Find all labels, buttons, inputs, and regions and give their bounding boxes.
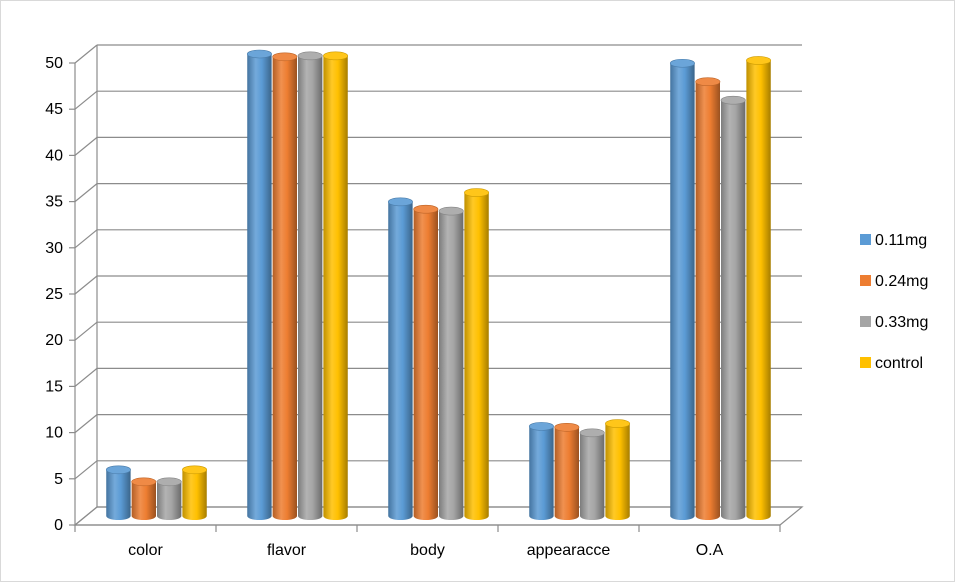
bar-layer xyxy=(105,49,772,521)
bar-control-flavor xyxy=(323,51,349,521)
bar-0-33mg-flavor xyxy=(297,51,323,521)
legend-swatch-control xyxy=(860,357,871,368)
y-tick-label-15: 15 xyxy=(45,378,63,395)
gridline-depth-40 xyxy=(74,136,98,156)
bar-0-33mg-appearacce xyxy=(579,428,605,520)
gridline-depth-5 xyxy=(74,460,98,480)
y-tick-label-10: 10 xyxy=(45,425,63,442)
y-tick-label-30: 30 xyxy=(45,240,63,257)
gridline-depth-35 xyxy=(74,183,98,203)
legend-label-0-11mg: 0.11mg xyxy=(875,232,927,249)
gridline-depth-50 xyxy=(74,44,98,64)
gridline-depth-45 xyxy=(74,90,98,110)
legend-item-control: control xyxy=(860,355,923,372)
axis-layer xyxy=(69,62,781,532)
gridline-depth-30 xyxy=(74,229,98,249)
x-tick-label-body: body xyxy=(410,542,445,559)
bar-0-24mg-o-a xyxy=(695,77,721,520)
bar-0-11mg-o-a xyxy=(669,58,695,521)
y-tick-label-50: 50 xyxy=(45,55,63,72)
bar-0-24mg-appearacce xyxy=(554,422,580,520)
bar-0-24mg-body xyxy=(413,204,439,520)
gridline-depth-10 xyxy=(74,414,98,434)
bar-0-33mg-color xyxy=(156,477,182,520)
legend-item-0-24mg: 0.24mg xyxy=(860,273,928,290)
y-tick-label-25: 25 xyxy=(45,286,63,303)
x-tick-label-flavor: flavor xyxy=(267,542,307,559)
legend-swatch-0-11mg xyxy=(860,234,871,245)
gridline-depth-20 xyxy=(74,321,98,341)
bar-0-11mg-body xyxy=(387,197,413,520)
legend-label-0-24mg: 0.24mg xyxy=(875,273,928,290)
y-tick-label-0: 0 xyxy=(54,517,63,534)
bar-0-33mg-body xyxy=(438,206,464,520)
y-tick-label-45: 45 xyxy=(45,101,63,118)
legend-item-0-11mg: 0.11mg xyxy=(860,232,927,249)
bar-0-11mg-color xyxy=(105,465,131,520)
bar-0-24mg-color xyxy=(131,477,157,520)
y-tick-label-35: 35 xyxy=(45,194,63,211)
legend-swatch-0-33mg xyxy=(860,316,871,327)
bar-0-11mg-appearacce xyxy=(528,422,554,520)
x-tick-label-appearacce: appearacce xyxy=(527,542,611,559)
legend-swatch-0-24mg xyxy=(860,275,871,286)
bar-control-color xyxy=(182,465,208,520)
gridline-depth-15 xyxy=(74,367,98,387)
gridline-depth-25 xyxy=(74,275,98,295)
y-tick-label-5: 5 xyxy=(54,471,63,488)
bar-0-24mg-flavor xyxy=(272,52,298,520)
label-layer: 0 5 10 15 20 25 30 35 40 45 50 color flavor body appea… xyxy=(45,55,723,559)
legend-item-0-33mg: 0.33mg xyxy=(860,314,928,331)
legend-label-0-33mg: 0.33mg xyxy=(875,314,928,331)
bar-0-33mg-o-a xyxy=(720,95,746,520)
bar-control-o-a xyxy=(746,56,772,521)
bar-control-appearacce xyxy=(605,419,631,520)
x-tick-label-o-a: O.A xyxy=(696,542,724,559)
x-tick-label-color: color xyxy=(128,542,163,559)
legend: 0.11mg 0.24mg 0.33mg control xyxy=(860,232,928,372)
bar-0-11mg-flavor xyxy=(246,49,272,520)
legend-label-control: control xyxy=(875,355,923,372)
y-tick-label-40: 40 xyxy=(45,147,63,164)
y-tick-label-20: 20 xyxy=(45,332,63,349)
bar-control-body xyxy=(464,188,490,520)
